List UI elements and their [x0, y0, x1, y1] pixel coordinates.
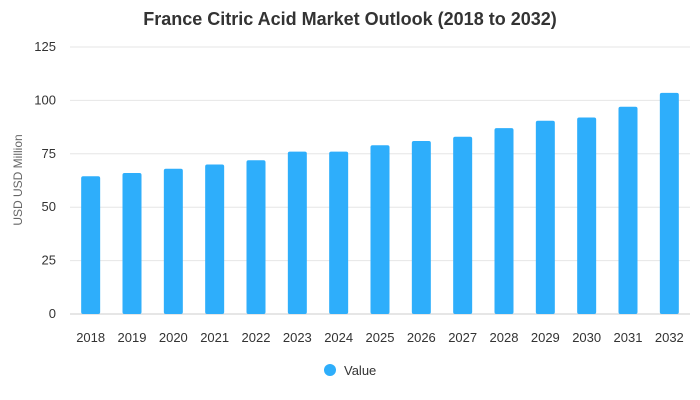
y-tick-label: 25 — [42, 253, 56, 268]
x-tick-label: 2025 — [366, 330, 395, 345]
bar-2032[interactable] — [659, 92, 679, 314]
x-tick-label: 2030 — [572, 330, 601, 345]
x-tick-label: 2028 — [490, 330, 519, 345]
x-tick-label: 2021 — [200, 330, 229, 345]
legend-label: Value — [344, 363, 376, 378]
y-tick-label: 50 — [42, 199, 56, 214]
x-tick-label: 2029 — [531, 330, 560, 345]
y-axis-label: USD USD Million — [11, 134, 25, 225]
bar-2030[interactable] — [577, 117, 597, 314]
bar-2026[interactable] — [411, 140, 431, 314]
x-tick-label: 2026 — [407, 330, 436, 345]
x-axis-ticks: 2018 2019 2020 2021 2022 2023 2024 2025 2026 2027… — [76, 330, 684, 345]
chart-title: France Citric Acid Market Outlook (2018 … — [143, 9, 556, 29]
bar-2031[interactable] — [618, 106, 638, 314]
x-tick-label: 2018 — [76, 330, 105, 345]
x-tick-label: 2027 — [448, 330, 477, 345]
legend[interactable]: Value — [324, 363, 376, 378]
y-tick-label: 75 — [42, 146, 56, 161]
x-tick-label: 2023 — [283, 330, 312, 345]
y-axis-ticks: 0 25 50 75 100 125 — [34, 39, 56, 321]
legend-marker — [324, 364, 336, 376]
y-tick-label: 125 — [34, 39, 56, 54]
bar-2029[interactable] — [535, 120, 555, 314]
bar-2025[interactable] — [370, 145, 390, 314]
bar-2021[interactable] — [205, 164, 225, 314]
x-tick-label: 2031 — [614, 330, 643, 345]
x-tick-label: 2032 — [655, 330, 684, 345]
bar-2019[interactable] — [122, 173, 142, 314]
x-tick-label: 2022 — [242, 330, 271, 345]
bar-2018[interactable] — [81, 176, 101, 314]
bar-2027[interactable] — [453, 136, 473, 314]
x-tick-label: 2024 — [324, 330, 353, 345]
x-tick-label: 2019 — [118, 330, 147, 345]
bar-2023[interactable] — [287, 151, 307, 314]
y-tick-label: 0 — [49, 306, 56, 321]
bar-2028[interactable] — [494, 128, 514, 314]
bar-2024[interactable] — [329, 151, 349, 314]
bar-2022[interactable] — [246, 160, 266, 314]
y-tick-label: 100 — [34, 92, 56, 107]
bars — [81, 92, 679, 314]
x-tick-label: 2020 — [159, 330, 188, 345]
bar-2020[interactable] — [163, 168, 183, 314]
